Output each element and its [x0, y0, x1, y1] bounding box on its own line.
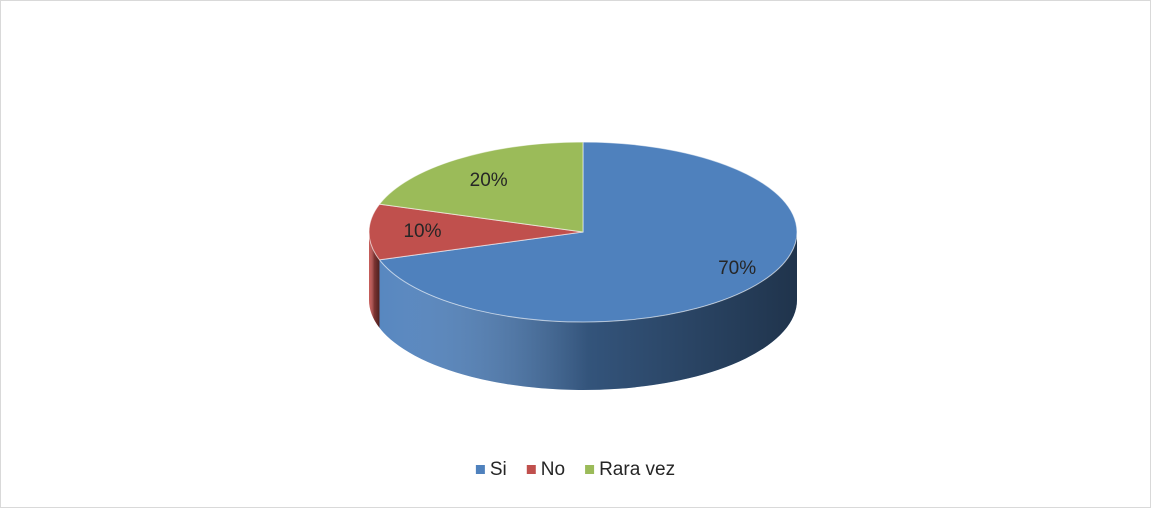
slice-side-shade: [379, 232, 797, 390]
legend: Si No Rara vez: [475, 459, 675, 480]
legend-swatch: [475, 465, 485, 474]
legend-swatch: [585, 465, 595, 474]
legend-label: Rara vez: [599, 459, 675, 480]
data-label: 10%: [403, 221, 441, 242]
slice-side-shade: [369, 232, 380, 328]
legend-label: Si: [490, 459, 507, 480]
slice-top: [378, 141, 584, 233]
slice-top: [368, 203, 584, 261]
slice-top: [378, 141, 798, 323]
legend-swatch: [526, 465, 536, 474]
slice: [378, 141, 584, 233]
legend-label: No: [541, 459, 565, 480]
data-label: 70%: [718, 258, 756, 279]
slice: [378, 141, 798, 390]
slice: [368, 203, 584, 328]
data-label: 20%: [470, 170, 508, 191]
